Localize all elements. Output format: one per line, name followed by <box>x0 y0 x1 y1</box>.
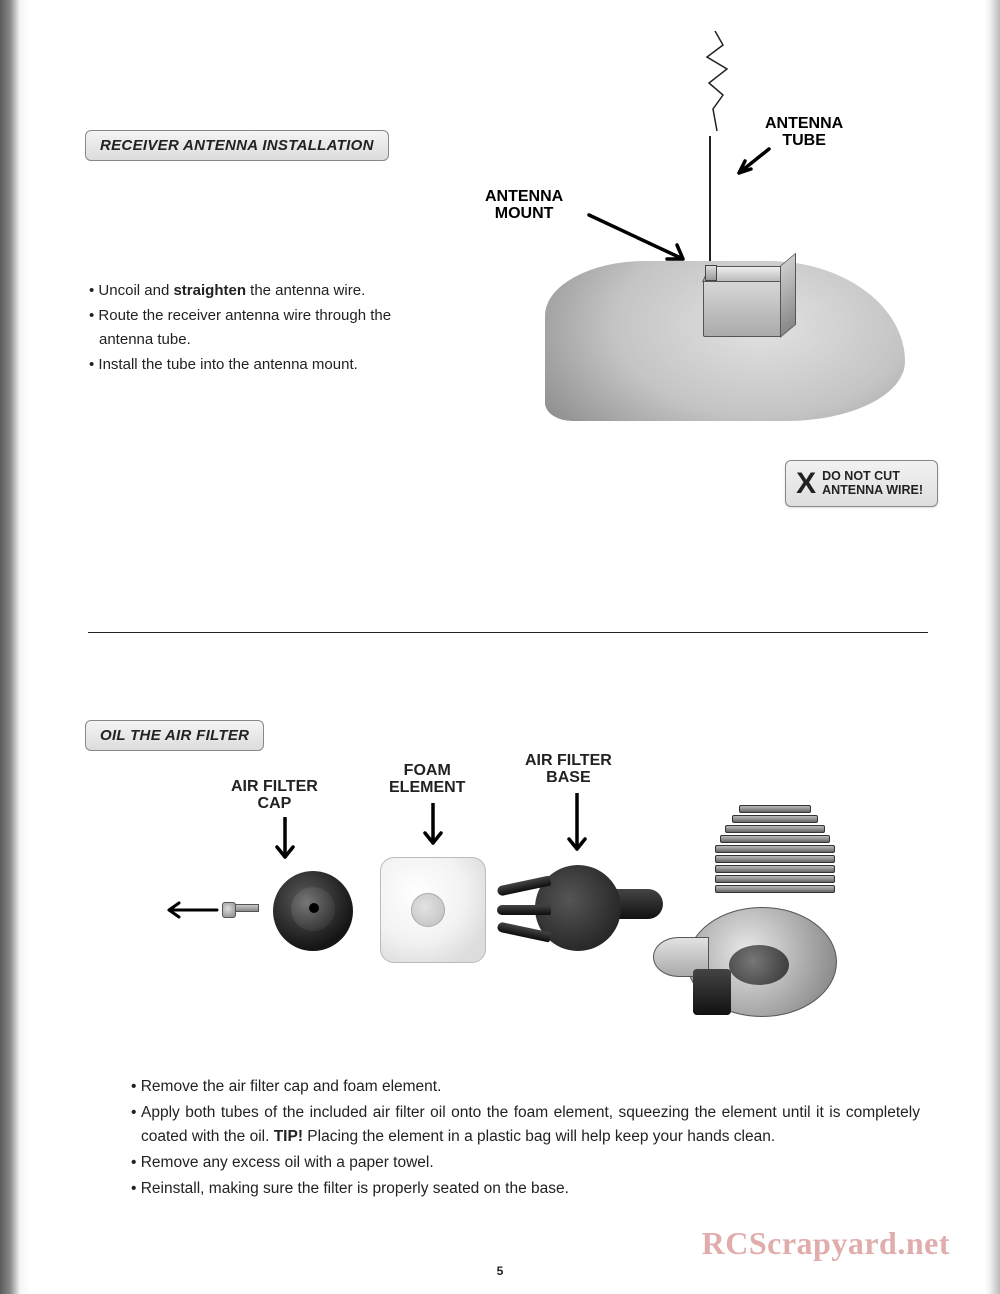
bullet: Remove the air filter cap and foam eleme… <box>127 1075 920 1099</box>
cylinder-head <box>715 805 835 895</box>
text: Uncoil and <box>98 282 173 299</box>
foam-hole <box>411 893 445 927</box>
bullet: Route the receiver antenna wire through … <box>85 304 425 351</box>
arrow-left-icon <box>163 901 221 919</box>
arrow-down-icon <box>565 793 589 859</box>
antenna-instructions: Uncoil and straighten the antenna wire. … <box>85 191 425 441</box>
crank-center <box>729 945 789 985</box>
watermark: RCScrapyard.net <box>702 1225 950 1262</box>
label-antenna-tube: ANTENNA TUBE <box>765 116 843 150</box>
cap-hole <box>309 903 319 913</box>
text: Placing the element in a plastic bag wil… <box>303 1128 775 1145</box>
antenna-diagram: ANTENNA TUBE ANTENNA MOUNT <box>445 61 930 441</box>
page-number: 5 <box>0 1264 1000 1278</box>
bullet: Reinstall, making sure the filter is pro… <box>127 1177 920 1201</box>
bullet: Install the tube into the antenna mount. <box>85 353 425 376</box>
section-title-filter: OIL THE AIR FILTER <box>85 720 264 751</box>
content: RECEIVER ANTENNA INSTALLATION Uncoil and… <box>0 0 1000 481</box>
antenna-mount-render <box>705 265 717 281</box>
bullet: Remove any excess oil with a paper towel… <box>127 1151 920 1175</box>
chassis-render <box>545 221 905 421</box>
arrow-icon <box>733 145 773 181</box>
label-foam-element: FOAM ELEMENT <box>389 763 465 797</box>
filter-instructions: Remove the air filter cap and foam eleme… <box>85 1075 930 1201</box>
tip-label: TIP! <box>274 1128 303 1145</box>
manual-page: RECEIVER ANTENNA INSTALLATION Uncoil and… <box>0 0 1000 1294</box>
label-antenna-mount: ANTENNA MOUNT <box>485 189 563 223</box>
label-air-filter-cap: AIR FILTER CAP <box>231 779 318 813</box>
bold: straighten <box>173 282 246 299</box>
carburetor <box>693 969 731 1015</box>
section1-body: Uncoil and straighten the antenna wire. … <box>85 191 930 441</box>
arrow-down-icon <box>273 817 297 867</box>
warning-text: DO NOT CUT ANTENNA WIRE! <box>822 469 923 498</box>
filter-prongs <box>497 879 545 939</box>
bullet: Apply both tubes of the included air fil… <box>127 1101 920 1149</box>
text: the antenna wire. <box>246 282 365 299</box>
section2: OIL THE AIR FILTER AIR FILTER CAP FOAM E… <box>85 720 930 1203</box>
screw <box>229 904 259 912</box>
engine-render <box>655 827 865 1037</box>
section-title-antenna: RECEIVER ANTENNA INSTALLATION <box>85 130 389 161</box>
warning-box: X DO NOT CUT ANTENNA WIRE! <box>785 460 938 507</box>
bullet: Uncoil and straighten the antenna wire. <box>85 279 425 302</box>
warning-x-icon: X <box>796 470 816 497</box>
receiver-box <box>703 279 781 337</box>
label-air-filter-base: AIR FILTER BASE <box>525 753 612 787</box>
section-divider <box>88 632 928 633</box>
arrow-down-icon <box>421 803 445 853</box>
antenna-wire-icon <box>695 31 755 141</box>
air-filter-diagram: AIR FILTER CAP FOAM ELEMENT AIR FILTER B… <box>125 757 930 1067</box>
